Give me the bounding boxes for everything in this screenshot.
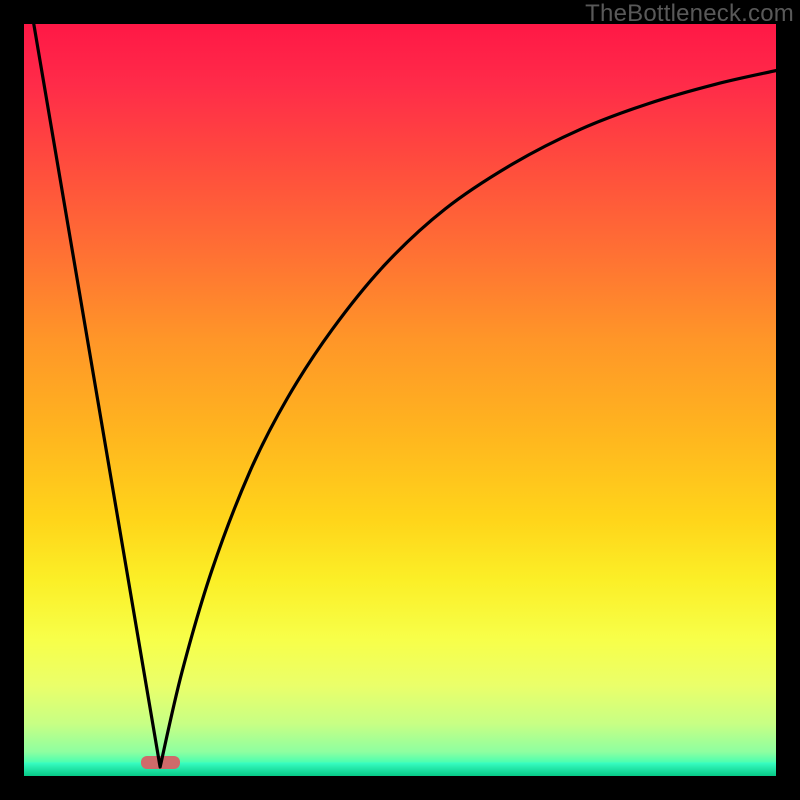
bottleneck-curve <box>24 24 776 776</box>
watermark-text: TheBottleneck.com <box>585 0 794 28</box>
chart-stage: TheBottleneck.com <box>0 0 800 800</box>
chart-plot-area <box>24 24 776 776</box>
